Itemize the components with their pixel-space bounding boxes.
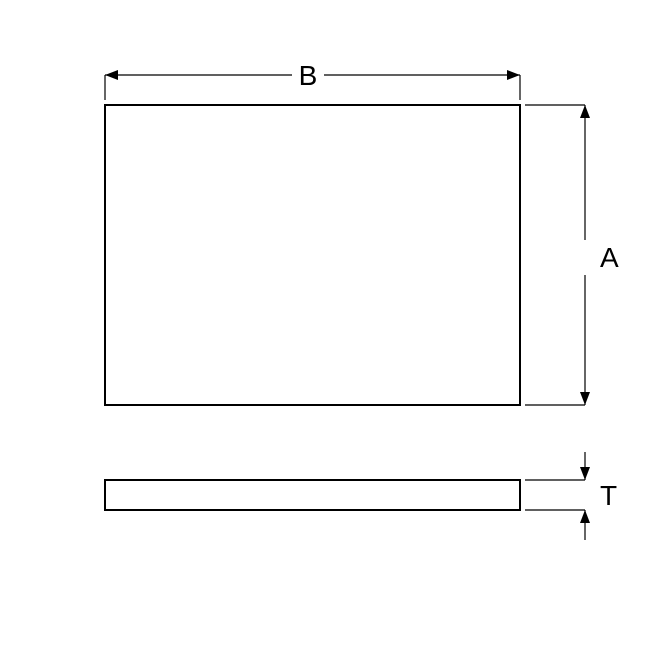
- side-view-rect: [105, 480, 520, 510]
- dimension-b: B: [105, 60, 520, 100]
- arrowhead-down-icon: [580, 392, 590, 405]
- arrowhead-up-icon: [580, 105, 590, 118]
- dimension-t-label: T: [600, 480, 617, 511]
- dimension-a-label: A: [600, 242, 619, 273]
- arrowhead-up-icon: [580, 510, 590, 523]
- arrowhead-down-icon: [580, 467, 590, 480]
- top-view-rect: [105, 105, 520, 405]
- arrowhead-left-icon: [105, 70, 118, 80]
- dimension-t: T: [525, 452, 617, 540]
- dimension-diagram: B A T: [0, 0, 670, 670]
- dimension-a: A: [525, 105, 619, 405]
- dimension-b-label: B: [299, 60, 318, 91]
- arrowhead-right-icon: [507, 70, 520, 80]
